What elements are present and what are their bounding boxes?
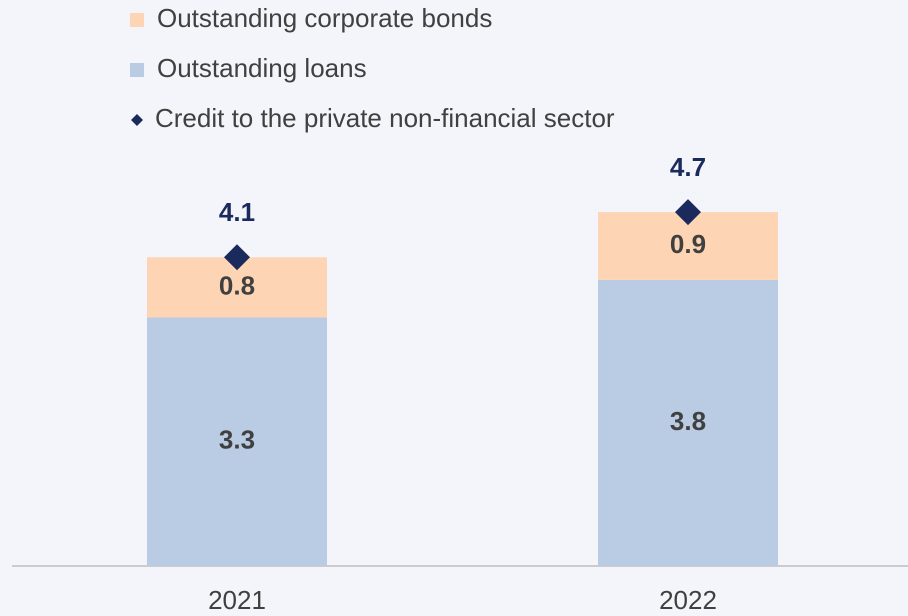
legend-label: Credit to the private non-financial sect… <box>155 103 615 133</box>
value-label: 3.8 <box>670 406 706 436</box>
legend-swatch <box>130 13 144 27</box>
value-label: 0.9 <box>670 229 706 259</box>
marker <box>675 199 701 226</box>
total-label: 4.1 <box>219 197 255 227</box>
x-tick-label: 2022 <box>659 585 717 615</box>
bar-segment <box>147 317 327 566</box>
legend-label: Outstanding loans <box>157 53 367 83</box>
legend-swatch <box>130 63 144 77</box>
marker <box>224 244 250 271</box>
legend-label: Outstanding corporate bonds <box>157 3 492 33</box>
value-label: 0.8 <box>219 270 255 300</box>
value-label: 3.3 <box>219 425 255 455</box>
bar-segment <box>598 279 778 566</box>
total-label: 4.7 <box>670 152 706 182</box>
legend-marker <box>131 114 143 126</box>
x-tick-label: 2021 <box>208 585 266 615</box>
